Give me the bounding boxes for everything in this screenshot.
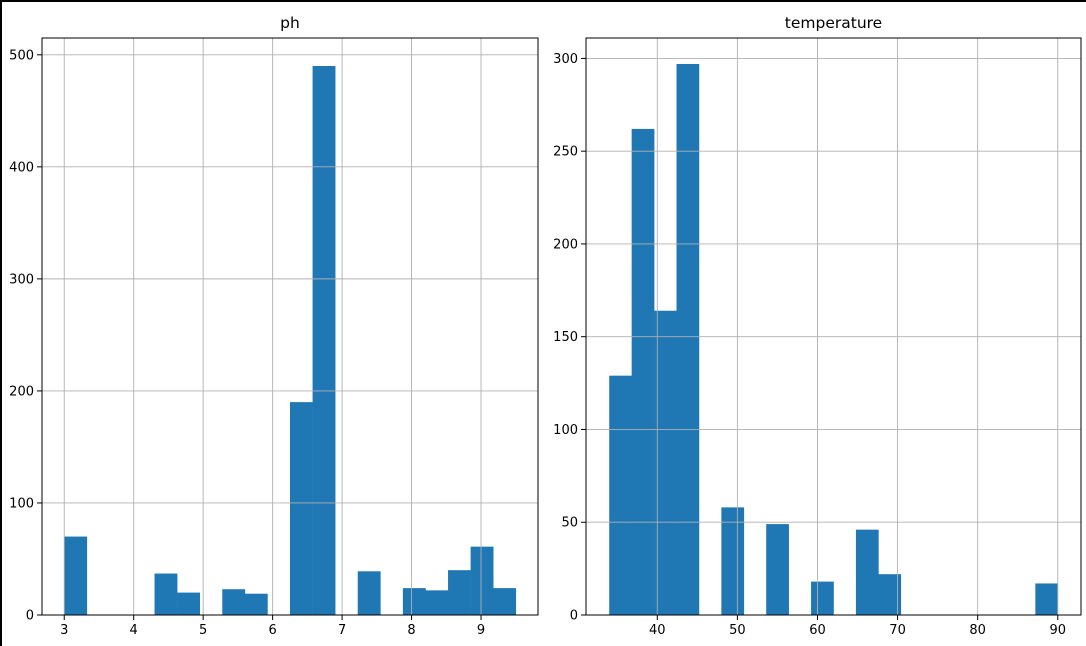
histogram-bar xyxy=(470,546,494,615)
x-tick-label: 40 xyxy=(649,623,666,638)
histogram-bar xyxy=(766,524,789,615)
chart-title: temperature xyxy=(785,14,882,32)
histogram-bar xyxy=(878,574,902,615)
histogram-bar xyxy=(357,571,381,615)
histogram-bar xyxy=(64,536,88,615)
y-tick-label: 300 xyxy=(553,52,578,67)
x-tick-label: 7 xyxy=(338,623,346,638)
x-tick-label: 60 xyxy=(809,623,826,638)
y-tick-label: 50 xyxy=(561,516,578,531)
histogram-bar xyxy=(222,589,246,615)
histogram-bar xyxy=(493,588,517,615)
chart-panel-0: 3 4 5 6 7 8 9 0 100 200 300 400 500 ph xyxy=(9,14,539,638)
x-tick-label: 4 xyxy=(130,623,138,638)
x-tick-label: 3 xyxy=(60,623,68,638)
y-tick-label: 400 xyxy=(9,160,34,175)
x-tick-label: 90 xyxy=(1049,623,1066,638)
x-tick-label: 50 xyxy=(729,623,746,638)
histogram-bar xyxy=(402,588,426,615)
axes-frame xyxy=(585,37,1082,616)
x-tick-label: 5 xyxy=(199,623,207,638)
y-tick-label: 200 xyxy=(553,237,578,252)
y-tick-label: 300 xyxy=(9,272,34,287)
x-tick-label: 6 xyxy=(268,623,276,638)
histogram-bar xyxy=(425,590,449,615)
y-tick-label: 500 xyxy=(9,48,34,63)
x-tick-label: 8 xyxy=(407,623,415,638)
histogram-bar xyxy=(721,507,745,615)
y-tick-label: 150 xyxy=(553,330,578,345)
chart-panel-1: 40 50 60 70 80 90 0 50 100 150 200 250 300 temperatur… xyxy=(553,14,1082,638)
axes-frame xyxy=(41,37,539,616)
histogram-bar xyxy=(177,592,200,615)
chart-title: ph xyxy=(280,14,300,32)
x-tick-label: 80 xyxy=(969,623,986,638)
histogram-bar xyxy=(154,573,178,615)
y-tick-label: 100 xyxy=(9,496,34,511)
histogram-bar xyxy=(811,581,834,615)
histogram-bar xyxy=(676,63,700,615)
histogram-bar xyxy=(631,128,655,615)
y-tick-label: 100 xyxy=(553,423,578,438)
histogram-bar xyxy=(855,529,879,615)
histogram-bar xyxy=(448,570,471,615)
y-tick-label: 200 xyxy=(9,384,34,399)
y-tick-label: 0 xyxy=(26,609,34,624)
y-tick-label: 0 xyxy=(570,609,578,624)
histogram-bar xyxy=(290,402,313,615)
histogram-bar xyxy=(609,375,632,615)
y-tick-label: 250 xyxy=(553,145,578,160)
x-tick-label: 70 xyxy=(889,623,906,638)
histogram-bar xyxy=(654,310,677,615)
histogram-bar xyxy=(312,66,336,616)
histogram-bar xyxy=(244,593,268,615)
histogram-bar xyxy=(1035,583,1059,615)
x-tick-label: 9 xyxy=(477,623,485,638)
